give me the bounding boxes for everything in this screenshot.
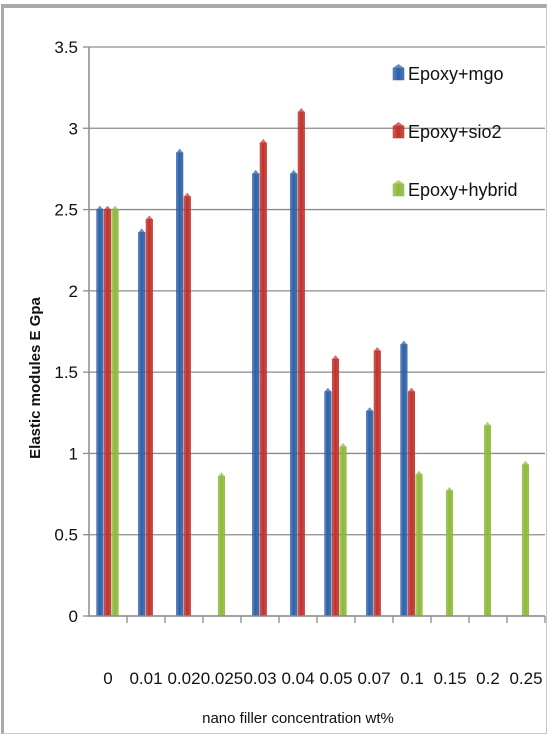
legend-swatch [392,125,405,139]
bar-cap [324,387,332,392]
bar-epoxy-hybrid-0.05 [339,446,347,617]
bar-cap [415,470,423,475]
y-tick-label: 1.5 [54,363,78,382]
x-tick-label: 0.07 [357,669,390,688]
legend-swatch [392,183,405,197]
x-axis-title: nano filler concentration wt% [202,710,394,727]
legend-swatch [392,67,405,81]
y-tick-label: 0 [69,607,78,626]
bar-epoxy-hybrid-0.025 [217,475,226,617]
bar-epoxy-mgo-0.03 [252,173,260,617]
bar-cap [332,355,339,360]
y-tick-label: 0.5 [54,526,78,545]
legend-label: Epoxy+sio2 [408,122,502,142]
bar-epoxy-mgo-0.01 [138,232,146,617]
bar-epoxy-sio2-0.1 [407,391,416,617]
bar-cap [104,205,111,210]
y-tick-label: 1 [69,444,78,463]
bar-epoxy-sio2-0.05 [331,358,340,617]
x-tick-label: 0.1 [400,669,424,688]
bar-cap [446,486,453,491]
chart-frame [1,4,547,734]
bar-epoxy-mgo-0.1 [400,344,408,617]
bar-epoxy-sio2-0.07 [373,350,381,617]
y-tick-label: 2 [69,282,78,301]
x-tick-label: 0.25 [509,669,542,688]
bar-cap [484,421,491,426]
x-tick-label: 0.02 [167,669,200,688]
bar-cap [366,407,373,412]
bar-epoxy-hybrid-0.15 [445,490,454,617]
x-tick-label: 0.04 [281,669,314,688]
bar-epoxy-sio2-0.02 [183,196,191,617]
bar-cap [260,138,267,143]
y-tick-labels: 0 0.5 1 1.5 2 2.5 3 3.5 [54,38,78,626]
legend: Epoxy+mgo Epoxy+sio2 Epoxy+hybrid [392,64,518,200]
legend-swatch-cap [393,64,404,68]
bar-epoxy-mgo-0 [96,209,104,617]
x-tick-label: 0.05 [319,669,352,688]
y-tick-label: 3 [69,119,78,138]
bar-epoxy-mgo-0.07 [366,410,374,617]
bar-cap [298,108,305,113]
x-tick-label: 0.15 [433,669,466,688]
bar-cap [138,228,145,233]
bar-epoxy-sio2-0.03 [259,142,267,617]
legend-label: Epoxy+mgo [408,64,504,84]
y-tick-label: 3.5 [54,38,78,57]
bar-cap [252,169,259,174]
bar-cap [96,205,104,210]
bar-cap [176,148,183,153]
bar-epoxy-hybrid-0.1 [415,474,423,617]
bar-cap [184,192,191,197]
bar-epoxy-sio2-0.04 [297,111,305,617]
axes [88,47,546,623]
bar-cap [400,340,408,345]
bar-epoxy-hybrid-0.2 [483,425,492,617]
bar-cap [146,215,153,220]
legend-swatch-cap [393,122,404,126]
bar-epoxy-hybrid-0.25 [521,464,530,617]
x-tick-labels: 0 0.01 0.02 0.025 0.03 0.04 0.05 0.07 0.1 0.15 0.2… [103,669,542,688]
x-tick-label: 0.03 [243,669,276,688]
bar-epoxy-sio2-0 [103,209,112,617]
bar-cap [111,205,119,210]
bar-epoxy-sio2-0.01 [145,219,153,617]
y-tick-label: 2.5 [54,201,78,220]
bar-cap [374,347,381,352]
legend-swatch-cap [393,180,404,184]
bar-epoxy-mgo-0.02 [176,152,184,617]
bar-cap [408,387,415,392]
bar-epoxy-mgo-0.05 [324,391,332,617]
bar-epoxy-hybrid-0 [111,209,119,617]
legend-label: Epoxy+hybrid [408,180,518,200]
x-tick-label: 0.025 [201,669,244,688]
x-tick-label: 0.01 [129,669,162,688]
bar-epoxy-mgo-0.04 [290,173,298,617]
y-axis-title: Elastic modules E Gpa [27,296,44,458]
bar-cap [522,460,529,465]
bar-cap [290,169,297,174]
bar-cap [218,472,225,477]
x-tick-label: 0.2 [476,669,500,688]
bar-cap [339,442,347,447]
x-tick-label: 0 [103,669,112,688]
